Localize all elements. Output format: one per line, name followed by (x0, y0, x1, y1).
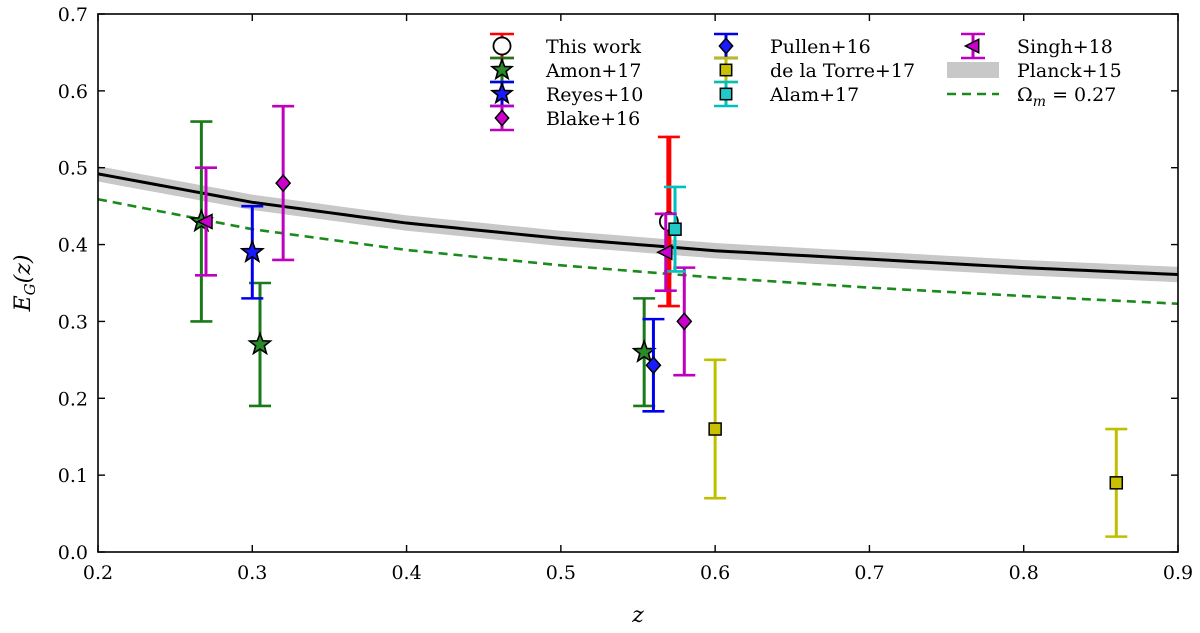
legend-marker-alam-17 (719, 87, 733, 101)
legend-symbol-planck-15 (947, 62, 999, 78)
planck-curve (97, 172, 1179, 277)
legend-label-pullen-16: Pullen+16 (770, 36, 871, 58)
y-tick-label: 0.3 (58, 311, 88, 333)
singh-18-point (656, 244, 673, 261)
legend-marker-reyes-10 (489, 81, 515, 105)
y-tick-label: 0.4 (58, 235, 88, 257)
reyes-10-point (239, 238, 265, 264)
x-tick-label: 0.3 (237, 562, 267, 584)
legend-marker-blake-16 (494, 109, 510, 127)
y-tick-label: 0.7 (58, 4, 88, 26)
blake-16-point (275, 173, 292, 193)
x-tick-label: 0.2 (83, 562, 113, 584)
amon-17-point (247, 331, 273, 356)
y-tick-label: 0.6 (58, 81, 88, 103)
data-point-layer (188, 104, 1128, 538)
legend-label-alam-17: Alam+17 (769, 84, 859, 106)
de-la-torre-17-point (1109, 476, 1124, 490)
axis-tick-layer: 0.2 0.3 0.4 0.5 0.6 0.7 0.8 0.9 0.0 0.1 0.2 0.3 0.4 0… (58, 4, 1193, 584)
pullen-16-point (645, 356, 662, 375)
legend-marker-amon-17 (489, 57, 515, 81)
legend-marker-pullen-16 (718, 37, 734, 55)
x-tick-label: 0.6 (700, 562, 730, 584)
y-tick-label: 0.2 (58, 388, 88, 410)
legend-label-blake-16: Blake+16 (546, 108, 640, 130)
legend-label-planck-15: Planck+15 (1017, 60, 1122, 82)
y-axis-label: EG(z) (11, 255, 39, 313)
x-axis-label: z (631, 603, 644, 628)
x-tick-label: 0.7 (854, 562, 884, 584)
legend-label-amon-17: Amon+17 (545, 60, 642, 82)
legend-label-reyes-10: Reyes+10 (546, 84, 643, 106)
legend-marker-singh-18 (963, 38, 980, 54)
legend-marker-this-work (492, 36, 512, 56)
alam-17-point (668, 222, 682, 236)
y-tick-label: 0.1 (58, 465, 88, 487)
plot-frame (97, 13, 1179, 553)
legend-label-singh-18: Singh+18 (1017, 36, 1113, 58)
y-tick-label: 0.0 (58, 542, 88, 564)
planck-band (98, 166, 1178, 283)
x-tick-label: 0.5 (546, 562, 576, 584)
curve-line-layer (97, 172, 1179, 306)
omega-m-curve (97, 197, 1179, 306)
curve-band-layer (98, 166, 1178, 283)
de-la-torre-17-point (708, 422, 722, 436)
singh-18-point (196, 213, 213, 230)
legend-marker-de-la-torre-17 (719, 63, 733, 77)
legend-label-this-work: This work (546, 36, 642, 58)
y-tick-label: 0.5 (58, 158, 88, 180)
blake-16-point (676, 312, 693, 331)
legend-label-m-0-27: Ωm = 0.27 (1017, 84, 1116, 110)
x-tick-label: 0.9 (1163, 562, 1193, 584)
legend-label-de-la-torre-17: de la Torre+17 (770, 60, 915, 82)
x-tick-label: 0.8 (1009, 562, 1039, 584)
x-tick-label: 0.4 (391, 562, 421, 584)
